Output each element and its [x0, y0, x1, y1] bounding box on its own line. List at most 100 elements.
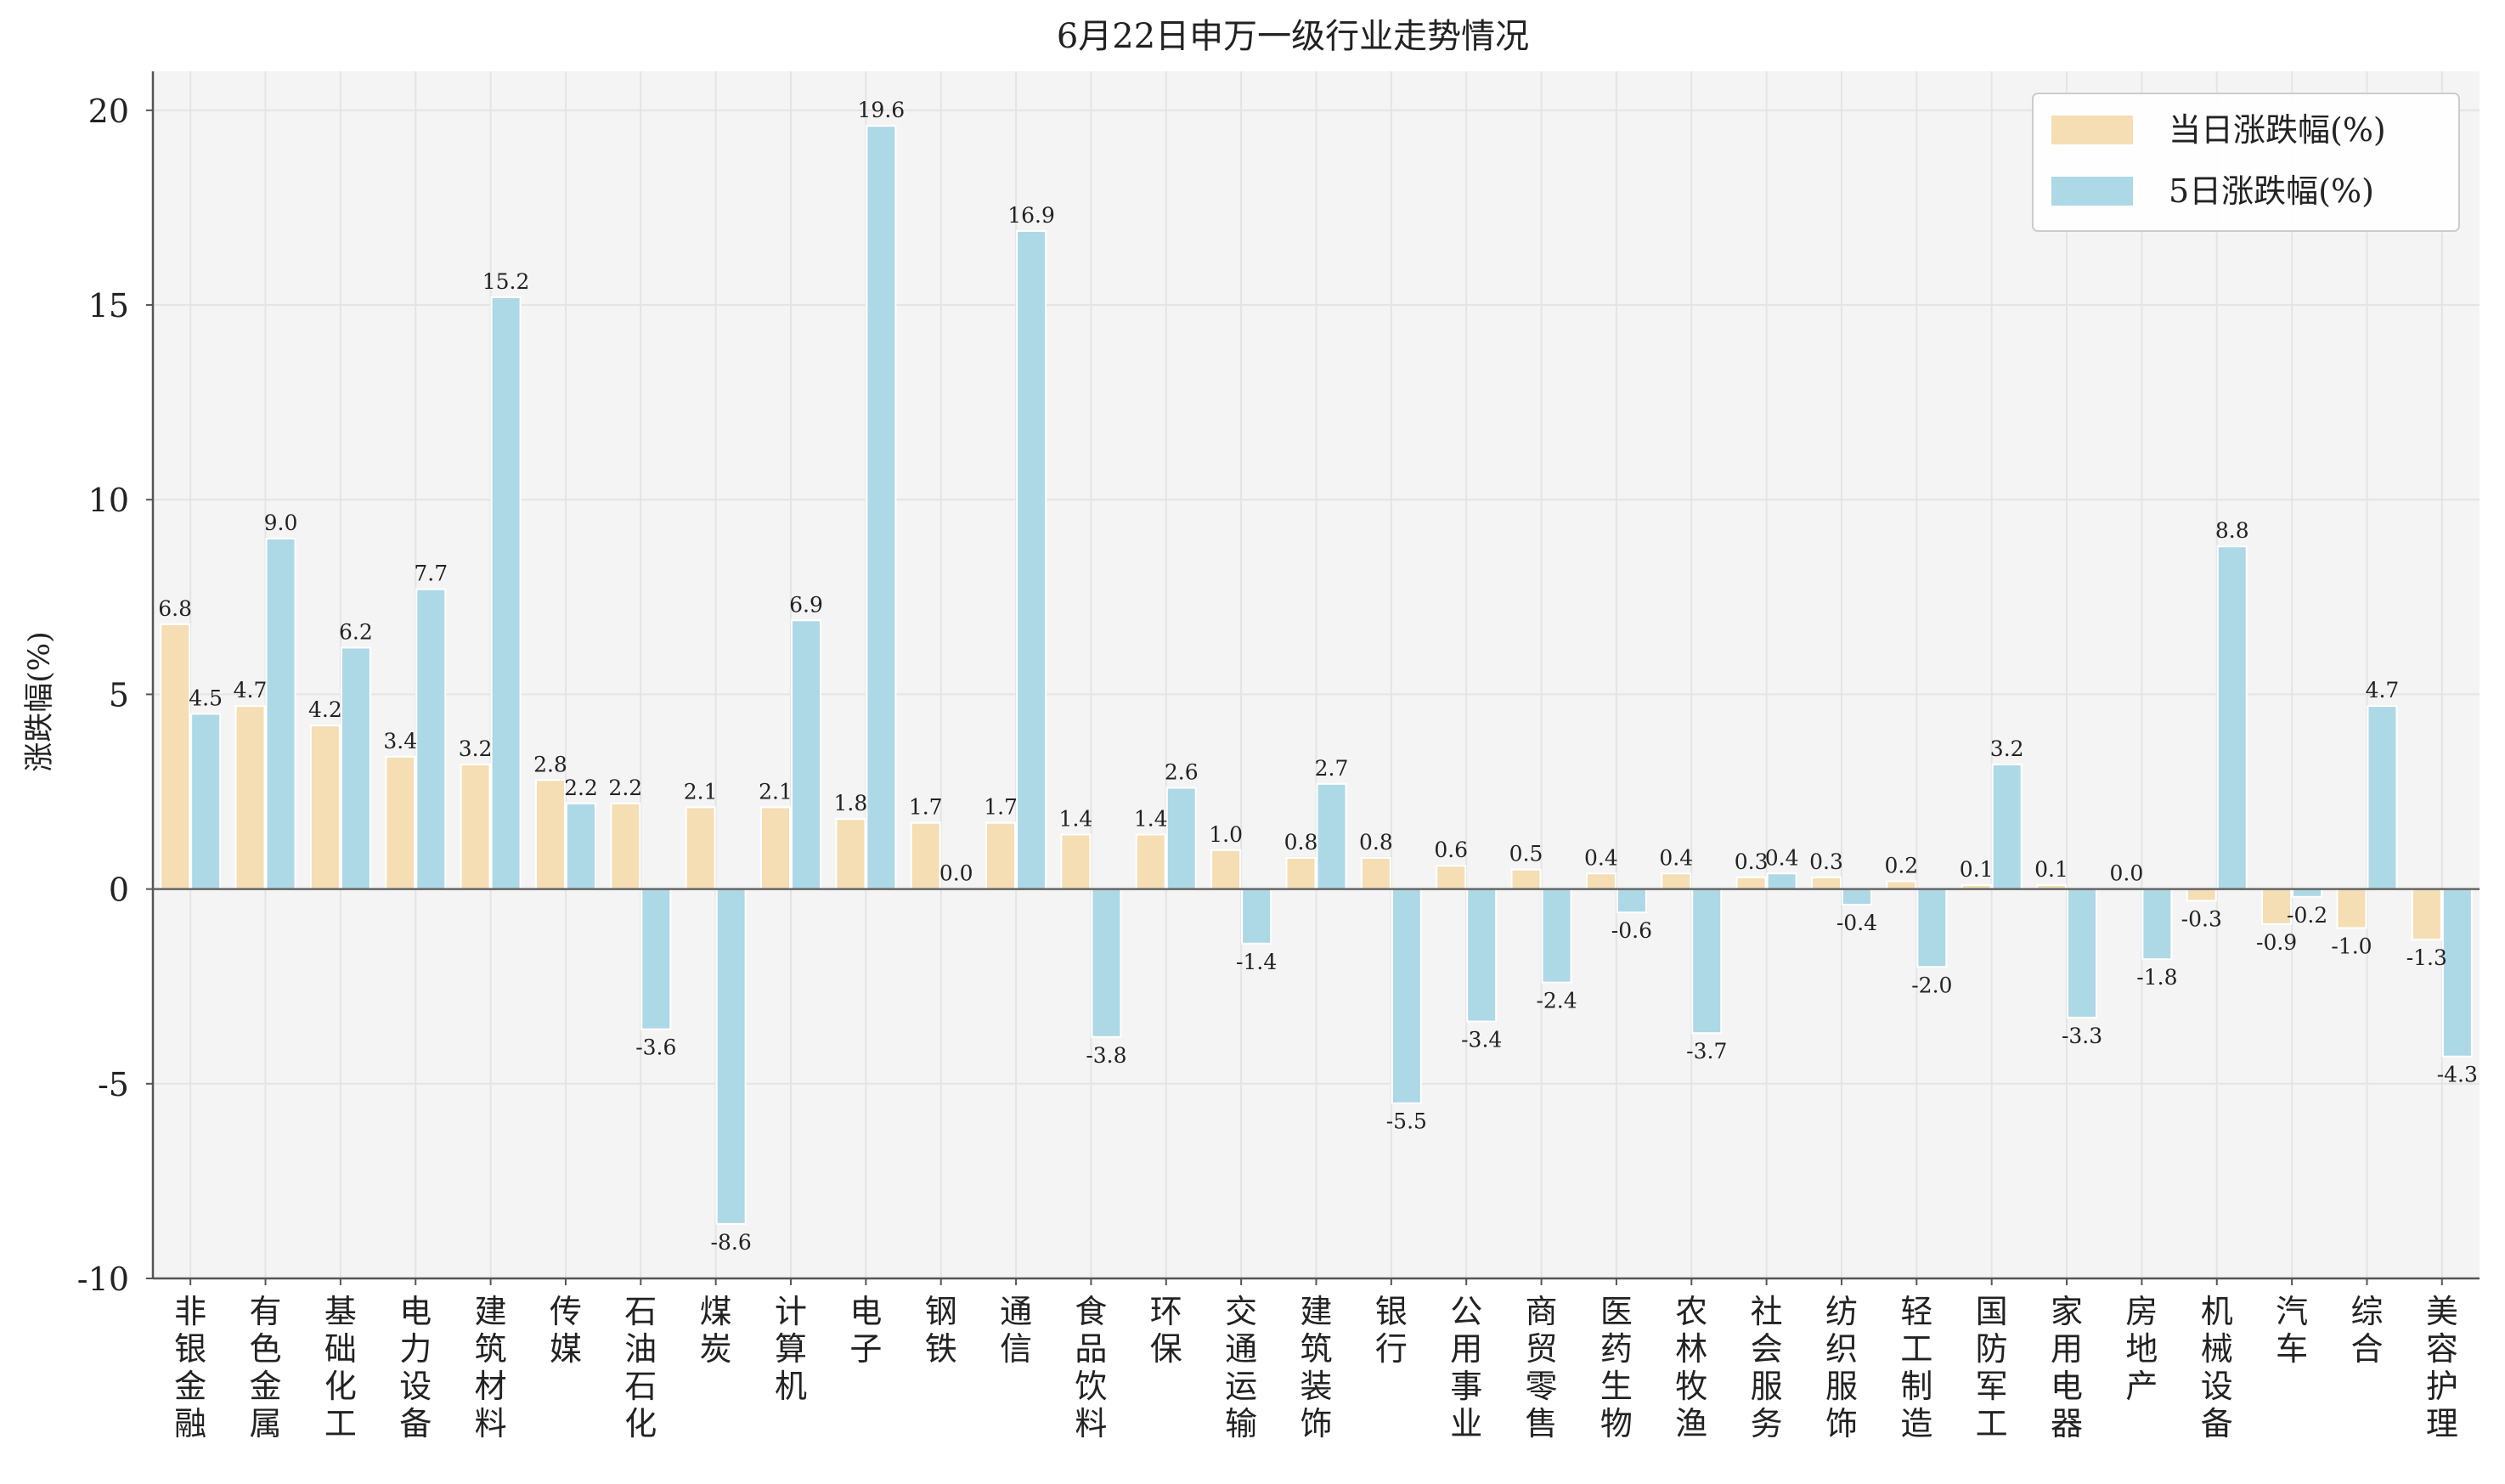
x-tick-label: 商贸零售: [1526, 1293, 1558, 1442]
chart-title: 6月22日申万一级行业走势情况: [1057, 17, 1529, 56]
daily-change-bar: [386, 757, 415, 889]
data-label: 1.0: [1209, 822, 1243, 847]
daily-change-bar: [1512, 870, 1541, 889]
daily-change-bar: [836, 819, 865, 889]
x-tick-label: 交通运输: [1225, 1293, 1257, 1442]
daily-change-bar: [311, 725, 340, 889]
data-label: 4.2: [308, 697, 342, 722]
daily-change-bar: [1737, 877, 1766, 889]
y-tick-label: 15: [88, 287, 129, 324]
five-day-change-bar: [2068, 889, 2096, 1018]
data-label: 1.4: [1059, 806, 1093, 831]
data-label: -5.5: [1386, 1109, 1427, 1134]
five-day-change-bar: [1167, 787, 1196, 889]
daily-change-bar: [236, 706, 265, 889]
data-label: -1.3: [2406, 945, 2447, 970]
five-day-change-bar: [1768, 873, 1797, 889]
data-label: 2.7: [1315, 756, 1349, 781]
data-label: -2.0: [1911, 973, 1952, 997]
y-tick-label: 20: [88, 93, 129, 130]
data-label: -0.3: [2181, 906, 2222, 931]
x-tick-label: 食品饮料: [1075, 1293, 1107, 1442]
daily-change-bar: [1287, 858, 1316, 889]
data-label: 4.7: [234, 678, 268, 703]
data-label: 2.6: [1165, 759, 1199, 784]
x-tick-label: 公用事业: [1450, 1293, 1482, 1442]
x-tick-label: 房地产: [2125, 1293, 2158, 1405]
data-label: -2.4: [1536, 989, 1577, 1013]
data-label: -0.4: [1836, 911, 1877, 935]
five-day-change-bar: [567, 804, 595, 889]
five-day-change-bar: [1392, 889, 1421, 1103]
daily-change-bar: [461, 765, 490, 889]
daily-change-bar: [1362, 858, 1391, 889]
data-label: 2.1: [684, 779, 718, 804]
x-tick-label: 建筑材料: [475, 1293, 507, 1442]
x-tick-label: 农林牧渔: [1675, 1293, 1707, 1442]
data-label: 0.6: [1434, 838, 1468, 862]
five-day-change-bar: [2443, 889, 2472, 1057]
five-day-change-bar: [1692, 889, 1721, 1034]
legend-swatch: [2051, 177, 2133, 206]
five-day-change-bar: [341, 647, 370, 889]
data-label: 0.2: [1884, 853, 1918, 877]
data-label: -3.8: [1086, 1043, 1126, 1068]
x-tick-label: 综合: [2350, 1293, 2383, 1368]
data-label: 2.2: [564, 776, 598, 800]
data-label: 4.7: [2366, 678, 2400, 703]
five-day-change-bar: [1917, 889, 1946, 968]
data-label: 0.5: [1509, 842, 1543, 866]
data-label: 3.4: [383, 729, 417, 753]
five-day-change-bar: [416, 590, 445, 889]
data-label: -0.2: [2287, 903, 2327, 928]
x-tick-label: 银行: [1375, 1293, 1408, 1368]
daily-change-bar: [1662, 873, 1690, 889]
five-day-change-bar: [2293, 889, 2322, 897]
x-tick-label: 家用电器: [2051, 1293, 2083, 1442]
data-label: 1.7: [984, 795, 1018, 820]
y-tick-label: 0: [109, 872, 129, 909]
data-label: -1.8: [2136, 965, 2177, 990]
data-label: 1.4: [1134, 806, 1168, 831]
y-axis-label: 涨跌幅(%): [23, 631, 57, 772]
daily-change-bar: [1887, 881, 1915, 889]
daily-change-bar: [611, 804, 640, 889]
daily-change-bar: [686, 807, 715, 889]
data-label: 3.2: [1990, 736, 2024, 761]
data-label: 0.3: [1735, 849, 1769, 874]
five-day-change-bar: [1092, 889, 1120, 1037]
data-label: -1.4: [1236, 950, 1277, 974]
five-day-change-bar: [1467, 889, 1496, 1022]
legend-label: 当日涨跌幅(%): [2169, 111, 2386, 149]
data-label: 0.4: [1584, 845, 1618, 870]
x-tick-label: 煤炭: [700, 1293, 732, 1368]
data-label: 19.6: [858, 98, 906, 122]
x-tick-label: 有色金属: [250, 1293, 282, 1442]
data-label: 2.2: [608, 776, 642, 800]
data-label: 0.0: [939, 861, 973, 886]
five-day-change-bar: [641, 889, 670, 1030]
y-tick-label: -10: [77, 1261, 129, 1298]
data-label: 0.4: [1765, 845, 1799, 870]
daily-change-bar: [1061, 834, 1090, 889]
daily-change-bar: [2187, 889, 2216, 901]
daily-change-bar: [536, 780, 565, 889]
daily-change-bar: [1587, 873, 1616, 889]
five-day-change-bar: [2218, 546, 2247, 889]
x-tick-label: 医药生物: [1600, 1293, 1633, 1442]
x-tick-label: 建筑装饰: [1300, 1293, 1332, 1442]
x-tick-label: 机械设备: [2201, 1293, 2233, 1442]
daily-change-bar: [911, 823, 940, 889]
y-tick-label: 5: [109, 676, 129, 714]
legend-label: 5日涨跌幅(%): [2169, 172, 2374, 210]
data-label: 0.8: [1359, 830, 1393, 855]
data-label: -3.4: [1461, 1027, 1502, 1052]
data-label: 15.2: [482, 269, 530, 294]
data-label: 2.8: [533, 752, 567, 776]
data-label: 16.9: [1007, 203, 1055, 228]
data-label: 6.8: [158, 596, 192, 621]
data-label: 6.9: [789, 592, 823, 617]
x-tick-label: 计算机: [775, 1293, 807, 1405]
x-tick-label: 国防军工: [1976, 1293, 2008, 1442]
